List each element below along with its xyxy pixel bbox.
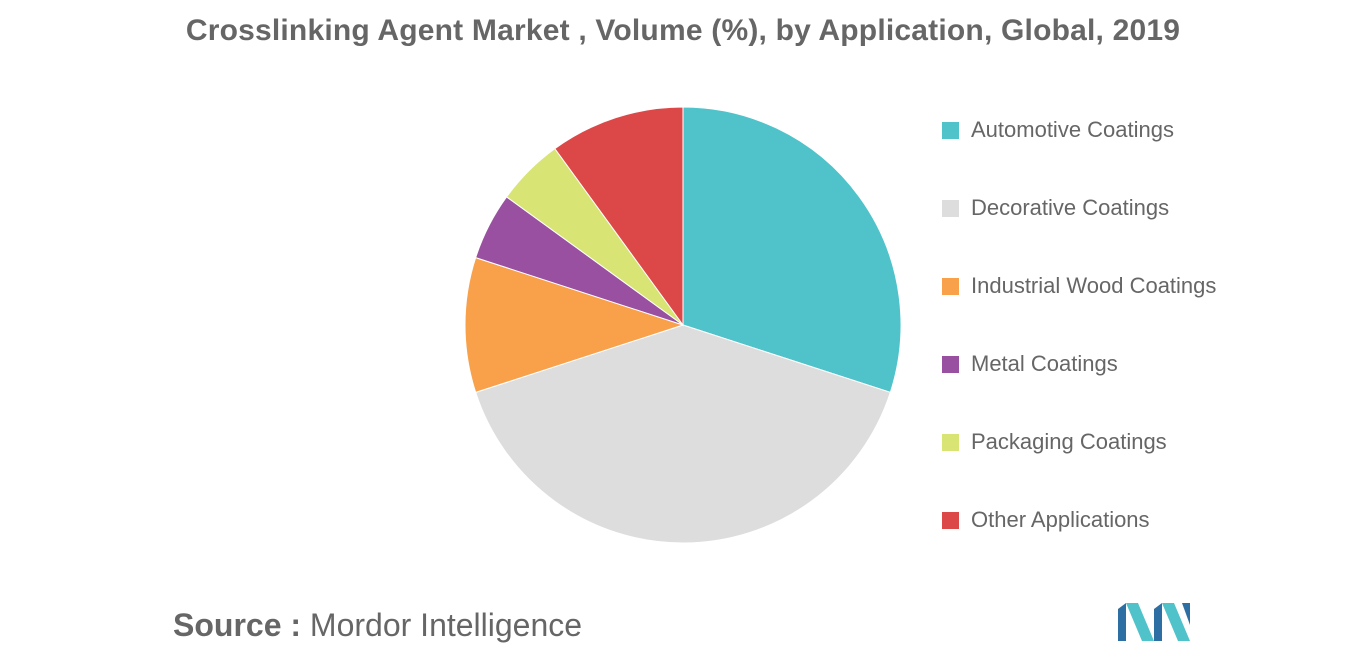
legend-swatch	[942, 433, 959, 451]
chart-title: Crosslinking Agent Market , Volume (%), …	[185, 14, 1181, 47]
pie-slice-industrial-wood-coatings	[464, 256, 685, 394]
legend-label: Other Applications	[971, 507, 1150, 532]
legend-item-packaging-coatings: Packaging Coatings	[942, 422, 1272, 462]
legend-swatch	[942, 277, 959, 295]
pie-slice-other-applications	[554, 106, 684, 327]
legend-label: Decorative Coatings	[971, 195, 1170, 220]
source-note: Source : Mordor Intelligence	[173, 607, 582, 644]
legend-swatch	[942, 355, 959, 373]
legend-label: Industrial Wood Coatings	[971, 273, 1217, 298]
mordor-intelligence-logo-icon	[1118, 603, 1190, 641]
source-name: Mordor Intelligence	[309, 607, 583, 643]
pie-slice-automotive-coatings	[682, 106, 902, 394]
legend-swatch	[942, 511, 959, 529]
source-prefix: Source :	[173, 607, 302, 643]
legend-item-industrial-wood-coatings: Industrial Wood Coatings	[942, 266, 1272, 306]
pie-slice-decorative-coatings	[475, 324, 891, 544]
legend-item-other-applications: Other Applications	[942, 500, 1272, 540]
legend-swatch	[942, 199, 959, 217]
pie-slices	[464, 106, 902, 544]
legend-item-metal-coatings: Metal Coatings	[942, 344, 1272, 384]
legend-item-automotive-coatings: Automotive Coatings	[942, 110, 1272, 150]
legend-item-decorative-coatings: Decorative Coatings	[942, 188, 1272, 228]
legend-swatch	[942, 121, 959, 139]
legend-label: Packaging Coatings	[971, 429, 1167, 454]
legend-label: Metal Coatings	[971, 351, 1118, 376]
legend-label: Automotive Coatings	[971, 117, 1174, 142]
